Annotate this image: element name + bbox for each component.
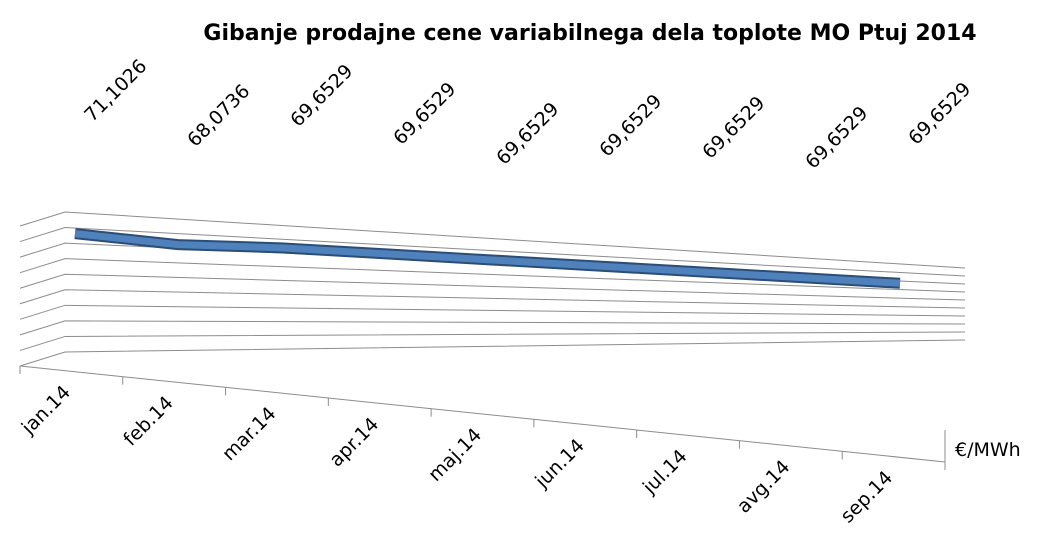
value-label: 69,6529 [389,78,460,149]
grid-line [19,289,966,309]
value-label: 69,6529 [492,98,563,169]
value-label: 71,1026 [80,55,151,126]
x-tick-label: sep.14 [836,467,897,528]
grid-line [19,339,966,367]
grid-line [19,258,966,293]
value-label: 69,6529 [801,102,872,173]
grid-line [19,273,966,301]
value-label: 69,6529 [286,60,357,131]
chart-title: Gibanje prodajne cene variabilnega dela … [203,21,976,46]
x-tick-label: avg.14 [733,456,795,518]
x-tick-label: jul.14 [638,445,692,499]
x-tick-label: apr.14 [325,413,383,471]
value-label: 68,0736 [183,80,254,151]
x-tick-label: mar.14 [218,403,281,466]
value-label: 69,6529 [904,78,975,149]
walls [19,211,966,470]
value-label: 69,6529 [595,90,666,161]
x-tick-label: maj.14 [424,424,486,486]
series-line [74,230,901,287]
grid-line [19,227,966,277]
x-tick-label: jan.14 [17,381,75,439]
floor-axis [19,365,946,463]
series-label: €/MWh [955,439,1021,461]
grid-line [19,331,966,351]
value-label: 69,6529 [698,92,769,163]
grid-line [19,211,966,269]
grid-line [19,320,966,336]
x-tick-label: feb.14 [119,392,177,450]
x-tick-label: jun.14 [530,435,588,493]
grid-line [19,304,966,320]
